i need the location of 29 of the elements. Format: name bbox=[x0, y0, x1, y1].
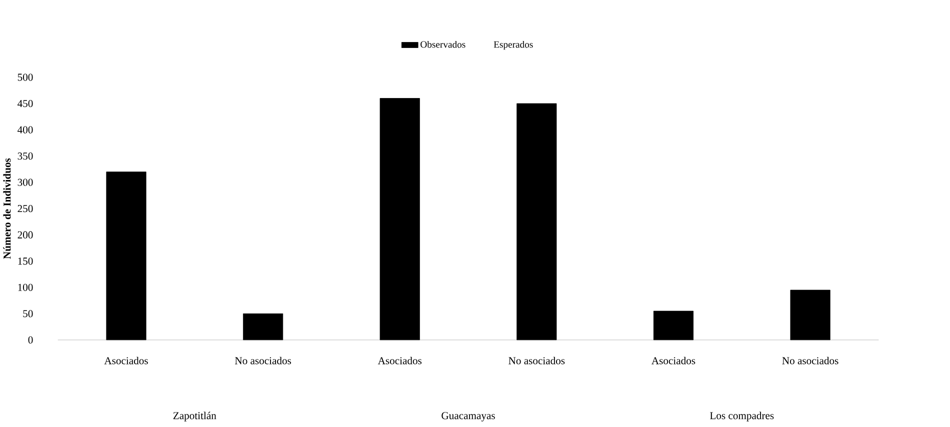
y-tick-label: 150 bbox=[18, 258, 33, 265]
text: Los compadres bbox=[710, 412, 774, 422]
x-tick-label: Asociados bbox=[378, 356, 422, 364]
bar bbox=[653, 310, 694, 340]
bar bbox=[243, 314, 284, 340]
y-tick-label: 500 bbox=[18, 74, 33, 81]
y-tick-label: 0 bbox=[28, 336, 33, 344]
y-tick-label: 250 bbox=[18, 205, 33, 212]
x-tick-label: No asociados bbox=[508, 356, 565, 364]
text: Zapotitlán bbox=[173, 412, 216, 422]
y-tick-label: 50 bbox=[23, 310, 33, 318]
y-tick-label: 450 bbox=[18, 100, 33, 108]
y-tick-label: 300 bbox=[18, 178, 33, 186]
y-tick-label: 400 bbox=[18, 126, 33, 134]
y-tick-label: 350 bbox=[18, 152, 33, 160]
legend-label: Observados bbox=[420, 41, 466, 48]
bar bbox=[106, 172, 146, 340]
x-tick-label: No asociados bbox=[782, 356, 838, 364]
x-tick-label: No asociados bbox=[234, 356, 292, 364]
text: Guacamayas bbox=[442, 412, 495, 422]
y-tick-label: 100 bbox=[18, 284, 33, 292]
bar bbox=[790, 290, 830, 340]
x-tick-label: Asociados bbox=[104, 356, 148, 364]
x-tick-label: Asociados bbox=[652, 356, 696, 364]
bar bbox=[516, 103, 557, 340]
bar bbox=[380, 98, 420, 340]
y-tick-label: 200 bbox=[18, 231, 33, 239]
text: Esperados bbox=[494, 41, 533, 50]
y-axis-title: Número de Individuos bbox=[3, 158, 11, 259]
